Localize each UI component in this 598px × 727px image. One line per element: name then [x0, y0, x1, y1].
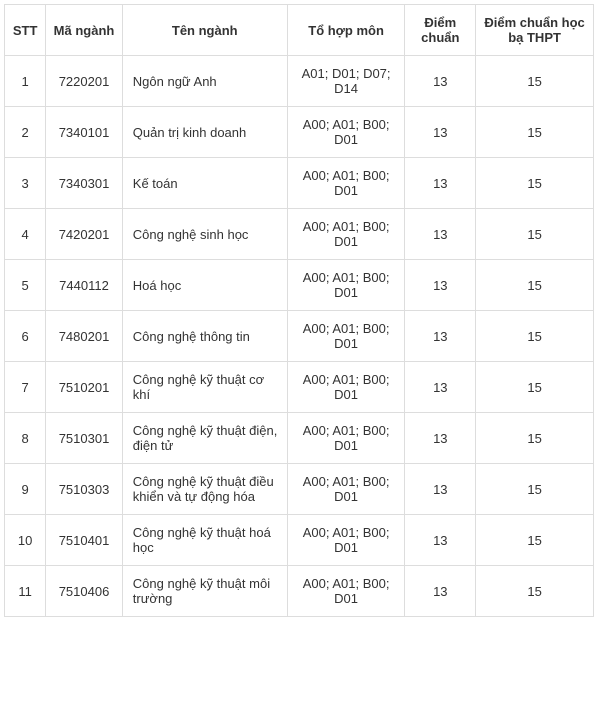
- cell-subjects: A00; A01; B00; D01: [287, 464, 405, 515]
- cell-name: Hoá học: [122, 260, 287, 311]
- cell-score-hocba: 15: [476, 362, 594, 413]
- admissions-table: STT Mã ngành Tên ngành Tổ hợp môn Điểm c…: [4, 4, 594, 617]
- table-row: 107510401Công nghệ kỹ thuật hoá họcA00; …: [5, 515, 594, 566]
- cell-name: Công nghệ kỹ thuật điện, điện tử: [122, 413, 287, 464]
- cell-name: Công nghệ thông tin: [122, 311, 287, 362]
- header-row: STT Mã ngành Tên ngành Tổ hợp môn Điểm c…: [5, 5, 594, 56]
- cell-score: 13: [405, 311, 476, 362]
- cell-stt: 3: [5, 158, 46, 209]
- cell-stt: 11: [5, 566, 46, 617]
- cell-score: 13: [405, 464, 476, 515]
- table-row: 67480201Công nghệ thông tinA00; A01; B00…: [5, 311, 594, 362]
- table-row: 87510301Công nghệ kỹ thuật điện, điện tử…: [5, 413, 594, 464]
- cell-subjects: A00; A01; B00; D01: [287, 515, 405, 566]
- cell-score: 13: [405, 413, 476, 464]
- cell-code: 7510303: [46, 464, 123, 515]
- cell-stt: 2: [5, 107, 46, 158]
- cell-subjects: A00; A01; B00; D01: [287, 566, 405, 617]
- cell-score-hocba: 15: [476, 56, 594, 107]
- cell-stt: 1: [5, 56, 46, 107]
- col-header-subjects: Tổ hợp môn: [287, 5, 405, 56]
- cell-score-hocba: 15: [476, 413, 594, 464]
- cell-code: 7340301: [46, 158, 123, 209]
- cell-name: Công nghệ kỹ thuật cơ khí: [122, 362, 287, 413]
- col-header-stt: STT: [5, 5, 46, 56]
- cell-code: 7510301: [46, 413, 123, 464]
- col-header-score-hocba: Điểm chuẩn học bạ THPT: [476, 5, 594, 56]
- cell-code: 7480201: [46, 311, 123, 362]
- cell-stt: 9: [5, 464, 46, 515]
- cell-subjects: A01; D01; D07; D14: [287, 56, 405, 107]
- cell-code: 7220201: [46, 56, 123, 107]
- cell-name: Quản trị kinh doanh: [122, 107, 287, 158]
- cell-stt: 7: [5, 362, 46, 413]
- col-header-score: Điểm chuẩn: [405, 5, 476, 56]
- table-row: 37340301Kế toánA00; A01; B00; D011315: [5, 158, 594, 209]
- cell-score: 13: [405, 56, 476, 107]
- cell-stt: 10: [5, 515, 46, 566]
- cell-code: 7340101: [46, 107, 123, 158]
- cell-name: Công nghệ kỹ thuật môi trường: [122, 566, 287, 617]
- cell-score-hocba: 15: [476, 515, 594, 566]
- table-body: 17220201Ngôn ngữ AnhA01; D01; D07; D1413…: [5, 56, 594, 617]
- col-header-code: Mã ngành: [46, 5, 123, 56]
- cell-code: 7510406: [46, 566, 123, 617]
- cell-name: Công nghệ kỹ thuật hoá học: [122, 515, 287, 566]
- cell-score: 13: [405, 158, 476, 209]
- table-row: 117510406Công nghệ kỹ thuật môi trườngA0…: [5, 566, 594, 617]
- cell-name: Công nghệ sinh học: [122, 209, 287, 260]
- table-row: 27340101Quản trị kinh doanhA00; A01; B00…: [5, 107, 594, 158]
- cell-score-hocba: 15: [476, 158, 594, 209]
- cell-score: 13: [405, 566, 476, 617]
- cell-score-hocba: 15: [476, 566, 594, 617]
- cell-score-hocba: 15: [476, 209, 594, 260]
- cell-score-hocba: 15: [476, 260, 594, 311]
- cell-stt: 8: [5, 413, 46, 464]
- cell-score-hocba: 15: [476, 464, 594, 515]
- cell-name: Kế toán: [122, 158, 287, 209]
- cell-stt: 5: [5, 260, 46, 311]
- cell-subjects: A00; A01; B00; D01: [287, 107, 405, 158]
- cell-subjects: A00; A01; B00; D01: [287, 260, 405, 311]
- table-row: 77510201Công nghệ kỹ thuật cơ khíA00; A0…: [5, 362, 594, 413]
- cell-subjects: A00; A01; B00; D01: [287, 311, 405, 362]
- cell-score-hocba: 15: [476, 311, 594, 362]
- cell-code: 7510201: [46, 362, 123, 413]
- table-row: 97510303Công nghệ kỹ thuật điều khiển và…: [5, 464, 594, 515]
- cell-subjects: A00; A01; B00; D01: [287, 158, 405, 209]
- cell-stt: 4: [5, 209, 46, 260]
- table-row: 57440112Hoá họcA00; A01; B00; D011315: [5, 260, 594, 311]
- cell-score: 13: [405, 362, 476, 413]
- cell-name: Ngôn ngữ Anh: [122, 56, 287, 107]
- cell-score: 13: [405, 515, 476, 566]
- table-row: 17220201Ngôn ngữ AnhA01; D01; D07; D1413…: [5, 56, 594, 107]
- cell-name: Công nghệ kỹ thuật điều khiển và tự động…: [122, 464, 287, 515]
- cell-subjects: A00; A01; B00; D01: [287, 209, 405, 260]
- cell-subjects: A00; A01; B00; D01: [287, 362, 405, 413]
- cell-score: 13: [405, 260, 476, 311]
- cell-score: 13: [405, 107, 476, 158]
- cell-code: 7440112: [46, 260, 123, 311]
- cell-code: 7420201: [46, 209, 123, 260]
- cell-score-hocba: 15: [476, 107, 594, 158]
- col-header-name: Tên ngành: [122, 5, 287, 56]
- cell-code: 7510401: [46, 515, 123, 566]
- cell-stt: 6: [5, 311, 46, 362]
- cell-subjects: A00; A01; B00; D01: [287, 413, 405, 464]
- cell-score: 13: [405, 209, 476, 260]
- table-row: 47420201Công nghệ sinh họcA00; A01; B00;…: [5, 209, 594, 260]
